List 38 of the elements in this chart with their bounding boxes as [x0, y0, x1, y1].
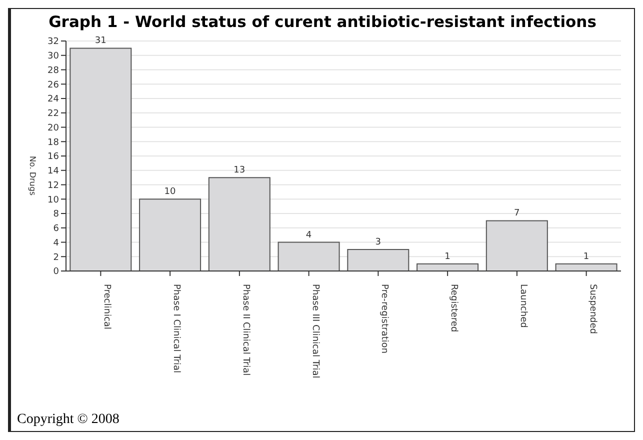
y-axis-title: No. Drugs — [28, 156, 38, 196]
y-tick-label: 32 — [48, 37, 59, 48]
y-tick-label: 4 — [53, 238, 60, 248]
data-label: 31 — [94, 36, 106, 46]
data-label: 10 — [164, 187, 176, 198]
y-tick-label: 22 — [48, 109, 59, 120]
x-tick-label: Launched — [518, 284, 528, 328]
y-tick-label: 6 — [53, 224, 60, 234]
y-tick-label: 18 — [48, 138, 60, 148]
y-tick-label: 20 — [48, 123, 60, 134]
y-tick-label: 8 — [53, 210, 60, 220]
text: Copyright © 2008 — [17, 412, 120, 428]
x-tick-label: Registered — [448, 284, 459, 332]
y-tick-label: 26 — [48, 80, 60, 90]
bar — [555, 263, 618, 271]
data-label: 1 — [583, 252, 590, 262]
y-tick-label: 16 — [48, 152, 60, 162]
chart-title: Graph 1 - World status of curent antibiotic-resistant infections — [48, 12, 598, 31]
y-tick-label: 28 — [48, 66, 60, 76]
data-label: 3 — [375, 237, 382, 248]
x-tick-label: Suspended — [587, 284, 598, 334]
x-tick-label: Phase II Clinical Trial — [240, 284, 250, 376]
y-tick-label: 12 — [48, 180, 59, 191]
y-tick-label: 0 — [53, 267, 60, 278]
x-tick-label: Phase I Clinical Trial — [171, 284, 182, 373]
x-tick-label: Phase III Clinical Trial — [310, 284, 320, 378]
y-tick-label: 24 — [48, 94, 60, 105]
data-label: 1 — [444, 252, 450, 262]
y-tick-label: 10 — [48, 195, 60, 206]
y-tick-label: 14 — [48, 166, 60, 177]
y-tick-label: 30 — [48, 52, 60, 62]
data-label: 4 — [306, 230, 312, 240]
data-label: 7 — [514, 208, 520, 219]
x-tick-label: Pre-registration — [379, 284, 390, 354]
y-tick-label: 2 — [53, 252, 59, 263]
data-label: 13 — [234, 166, 246, 176]
x-tick-label: Preclinical — [102, 284, 112, 330]
bar — [416, 263, 479, 271]
